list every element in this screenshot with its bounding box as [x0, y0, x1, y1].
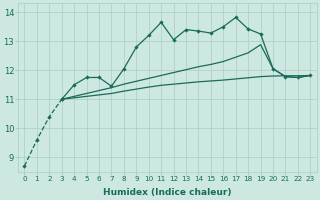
X-axis label: Humidex (Indice chaleur): Humidex (Indice chaleur) [103, 188, 232, 197]
